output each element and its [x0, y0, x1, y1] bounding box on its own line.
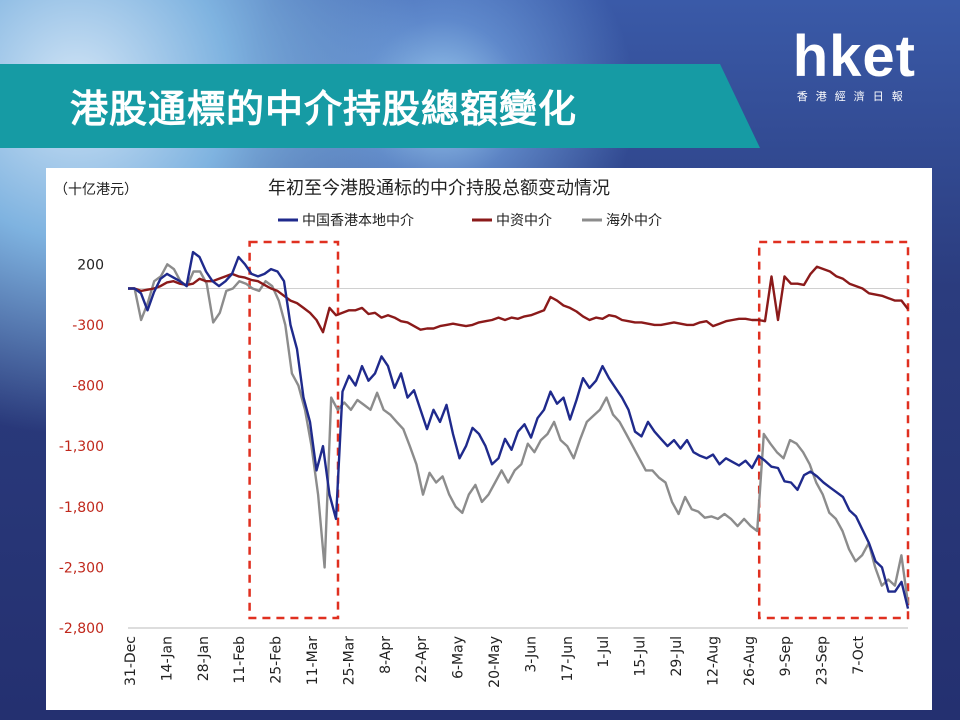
- x-tick-label: 29-Jul: [669, 636, 685, 677]
- x-tick-label: 12-Aug: [705, 636, 721, 686]
- legend-label-foreign: 海外中介: [606, 213, 662, 229]
- y-tick-label: -1,800: [59, 500, 104, 516]
- x-tick-label: 9-Sep: [778, 636, 794, 676]
- chart-panel: （十亿港元） 年初至今港股通标的中介持股总额变动情况 中国香港本地中介 中资中介…: [46, 168, 932, 710]
- x-tick-label: 25-Mar: [341, 636, 357, 686]
- x-tick-label: 31-Dec: [123, 636, 139, 686]
- chart-title: 年初至今港股通标的中介持股总额变动情况: [268, 178, 610, 199]
- y-tick-label: 200: [77, 257, 104, 273]
- y-tick-label: -2,300: [59, 560, 104, 576]
- x-tick-label: 26-Aug: [742, 636, 758, 686]
- y-tick-label: -2,800: [59, 621, 104, 637]
- x-tick-label: 23-Sep: [815, 636, 831, 685]
- series-line-local: [128, 250, 910, 609]
- hket-logo: hket 香港經濟日報: [793, 28, 916, 104]
- x-tick-label: 7-Oct: [851, 635, 867, 674]
- highlight-box: [757, 240, 910, 620]
- x-tick-label: 3-Jun: [523, 636, 539, 673]
- y-unit-label: （十亿港元）: [54, 182, 138, 198]
- plot-area: 200 -300 -800 -1,300 -1,800 -2,300 -2,800 31-De…: [59, 240, 910, 688]
- x-tick-label: 25-Feb: [269, 636, 285, 684]
- y-tick-label: -1,300: [59, 439, 104, 455]
- legend: 中国香港本地中介 中资中介 海外中介: [278, 213, 662, 229]
- y-tick-label: -800: [72, 379, 104, 395]
- highlight-box: [248, 240, 340, 620]
- title-banner: [0, 64, 760, 148]
- series-line-chinese: [128, 265, 909, 334]
- x-tick-label: 11-Feb: [232, 636, 248, 684]
- logo-subtitle: 香港經濟日報: [796, 90, 911, 103]
- x-tick-label: 14-Jan: [159, 636, 175, 681]
- series-line-foreign: [128, 263, 910, 604]
- x-tick-label: 28-Jan: [196, 636, 212, 681]
- x-tick-label: 11-Mar: [305, 636, 321, 686]
- y-tick-label: -300: [72, 318, 104, 334]
- x-tick-label: 22-Apr: [414, 636, 430, 683]
- x-tick-label: 20-May: [487, 636, 503, 688]
- x-tick-label: 6-May: [451, 636, 467, 679]
- x-tick-label: 8-Apr: [378, 636, 394, 674]
- slide-title: 港股通標的中介持股總額變化: [70, 87, 578, 131]
- legend-label-chinese: 中资中介: [496, 213, 552, 229]
- legend-label-local: 中国香港本地中介: [302, 213, 414, 229]
- line-chart: （十亿港元） 年初至今港股通标的中介持股总额变动情况 中国香港本地中介 中资中介…: [54, 178, 910, 688]
- x-tick-label: 1-Jul: [596, 636, 612, 668]
- logo-wordmark: hket: [792, 24, 916, 89]
- x-tick-label: 15-Jul: [633, 636, 649, 677]
- x-tick-label: 17-Jun: [560, 636, 576, 682]
